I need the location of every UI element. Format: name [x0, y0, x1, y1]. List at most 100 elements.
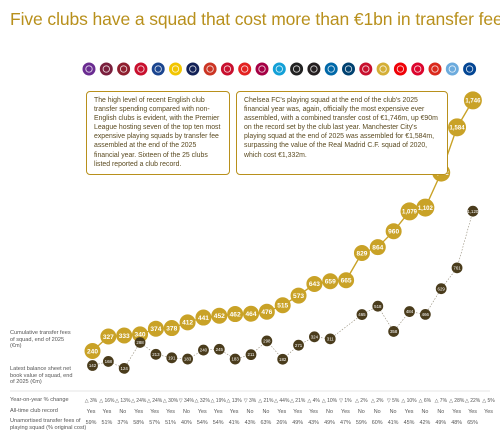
netbook-point: [213, 343, 225, 355]
milan-badge: [219, 61, 235, 77]
netbook-label: 182: [279, 357, 287, 362]
leverkusen-badge: [237, 61, 253, 77]
netbook-label: 298: [263, 339, 271, 344]
badge-emblem: [258, 65, 266, 73]
badge-shape: [219, 61, 235, 77]
netbook-label: 518: [374, 304, 382, 309]
cumulative-point: [227, 306, 244, 323]
cumulative-label: 412: [182, 320, 193, 327]
bayern-badge: [410, 61, 426, 77]
psg-badge: [341, 61, 356, 77]
netbook-point: [182, 353, 194, 365]
row-label-unamortised: Unamortised transfer fees of playing squ…: [10, 418, 87, 431]
badge-emblem: [189, 65, 197, 73]
netbook-label: 142: [89, 363, 97, 368]
netbook-point: [467, 205, 479, 217]
netbook-point: [356, 309, 368, 320]
netbook-point: [404, 306, 415, 317]
cumulative-label: 476: [261, 309, 272, 316]
netbook-point: [277, 353, 289, 365]
chart-marks: 240 327 333 340 374 378 412 441 452 462 464 476 515 5…: [84, 91, 482, 374]
record-cell: Yes: [134, 409, 143, 415]
badge-emblem: [362, 65, 370, 73]
record-cell: Yes: [309, 409, 318, 415]
unamortised-cell: 54%: [197, 420, 208, 426]
badge-emblem: [465, 65, 474, 73]
yoy-cell: △ 30%: [163, 398, 179, 404]
cumulative-point: [448, 118, 467, 137]
record-cell: No: [183, 409, 190, 415]
badge-shape: [98, 61, 114, 77]
cumulative-point: [306, 275, 323, 292]
netbook-point: [150, 348, 162, 360]
yoy-cell: △ 5%: [482, 398, 495, 404]
cumulative-label: 452: [214, 313, 225, 320]
unamortised-cell: 37%: [117, 420, 128, 426]
cumulative-point: [147, 320, 164, 337]
unamortised-cell: 43%: [245, 420, 256, 426]
cumulative-point: [400, 202, 419, 221]
netbook-point: [372, 300, 384, 312]
unamortised-cell: 49%: [324, 420, 335, 426]
unamortised-cell: 58%: [133, 420, 144, 426]
badge-emblem: [171, 65, 180, 73]
yoy-cell: △ 10%: [322, 398, 338, 404]
badge-shape: [375, 61, 391, 77]
unamortised-cell: 51%: [165, 420, 176, 426]
netbook-point: [166, 352, 178, 364]
record-cell: Yes: [198, 409, 207, 415]
inter-badge: [323, 61, 339, 77]
cumulative-label: 462: [230, 311, 241, 318]
yoy-cell: △ 24%: [131, 398, 147, 404]
cumulative-label: 515: [277, 303, 288, 310]
record-cell: No: [421, 409, 428, 415]
badge-emblem: [102, 65, 110, 73]
cumulative-point: [195, 309, 212, 326]
badge-emblem: [379, 65, 387, 73]
yoy-cell: △ 24%: [147, 398, 163, 404]
table-rows: △ 3% △ 16% △ 13% △ 24% △ 24% △ 30% ▽ 34% △ 32% △…: [10, 390, 495, 426]
dortmund-badge: [168, 61, 183, 77]
record-cell: No: [358, 409, 365, 415]
cumulative-label: 829: [356, 250, 367, 257]
unamortised-cell: 57%: [149, 420, 160, 426]
netbook-label: 761: [453, 265, 461, 270]
record-cell: No: [119, 409, 126, 415]
badge-emblem: [223, 65, 232, 73]
cumulative-point: [179, 314, 196, 331]
napoli-badge: [271, 61, 287, 77]
netbook-point: [435, 283, 447, 295]
badge-emblem: [137, 65, 145, 73]
badge-emblem: [119, 65, 128, 73]
cumulative-point: [243, 305, 259, 322]
newcastle-badge: [306, 61, 322, 77]
yoy-cell: △ 44%: [274, 398, 290, 404]
yoy-cell: △ 22%: [465, 398, 481, 404]
record-cell: Yes: [87, 409, 96, 415]
netbook-label: 629: [438, 286, 446, 291]
unamortised-cell: 48%: [451, 420, 462, 426]
unamortised-cell: 63%: [261, 420, 272, 426]
real-madrid-badge: [375, 61, 391, 77]
badge-shape: [271, 61, 287, 77]
fiorentina-badge: [81, 61, 97, 77]
record-cell: Yes: [166, 409, 175, 415]
roma-badge: [116, 61, 132, 77]
record-cell: No: [262, 409, 269, 415]
netbook-point: [245, 349, 257, 361]
yoy-cell: △ 16%: [99, 398, 115, 404]
unamortised-cell: 47%: [340, 420, 351, 426]
manchester-city-badge: [444, 61, 460, 77]
netbook-label: 183: [184, 357, 192, 362]
cumulative-point: [258, 303, 275, 320]
cumulative-label: 340: [135, 332, 146, 339]
record-cell: No: [437, 409, 444, 415]
yoy-cell: △ 2%: [371, 398, 384, 404]
cumulative-point: [322, 273, 339, 290]
cumulative-point: [416, 198, 435, 217]
record-cell: No: [326, 409, 333, 415]
cumulative-label: 441: [198, 315, 209, 322]
record-cell: Yes: [150, 409, 159, 415]
callout-text: Chelsea FC's playing squad at the end of…: [244, 97, 438, 159]
page-title: Five clubs have a squad that cost more t…: [10, 9, 500, 29]
